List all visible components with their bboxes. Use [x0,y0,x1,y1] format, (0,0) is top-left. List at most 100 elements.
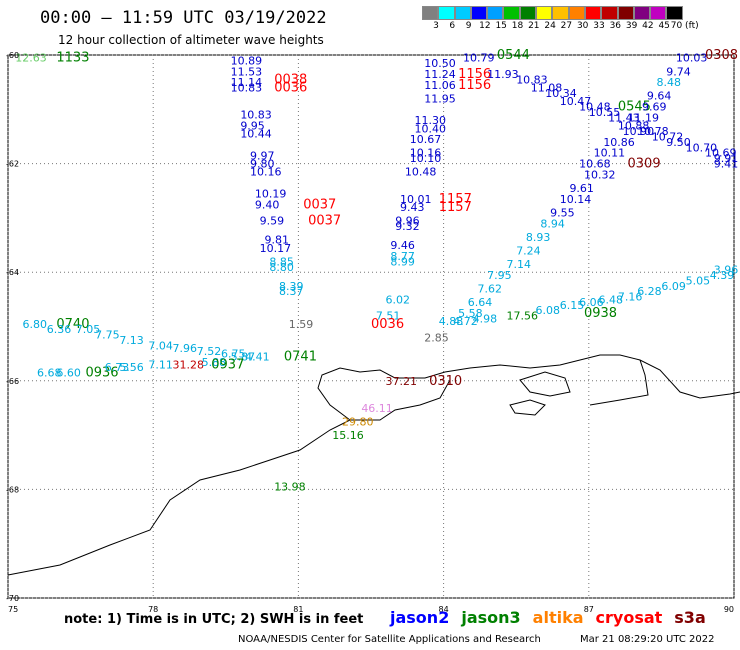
wave-height-label: 10.01 [400,193,432,206]
wave-height-label: 6.06 [579,296,604,309]
ice-island-small [509,399,546,416]
wave-height-label: 3.96 [714,263,739,276]
satellite-legend: jason2 jason3 altika cryosat s3a [390,608,718,627]
wave-height-label: 6.60 [56,367,81,380]
wave-height-label: 10.72 [652,130,684,143]
wave-height-label: 10.89 [231,54,263,67]
wave-height-label: 9.64 [647,90,672,103]
wave-height-label: 10.86 [603,136,635,149]
legend-entry: cryosat [595,608,663,627]
pass-time-label: 0741 [284,349,317,364]
pass-time-label: 0938 [584,306,617,321]
pass-time-label: 0937 [211,358,244,373]
color-scale-labels: 3 6 9 12 15 18 21 24 27 30 33 36 39 42 45 70 (ft) [422,21,740,33]
wave-height-label: 7.75 [95,329,120,342]
wave-height-label: 10.34 [545,87,577,100]
wave-height-label: 37.21 [386,375,418,388]
wave-height-label: 7.16 [618,291,643,304]
scale-label: 27 [560,21,573,31]
wave-height-label: 10.90 [623,125,655,138]
wave-height-label: 7.96 [173,342,198,355]
generation-timestamp: Mar 21 08:29:20 UTC 2022 [580,634,715,645]
lat-tick-label: -66 [6,377,19,386]
map-frame [7,54,735,599]
wave-height-label: 12.63 [15,52,47,65]
lat-tick-label: -70 [6,594,19,603]
wave-height-label: 6.08 [536,304,561,317]
scale-label: 3 [433,21,439,31]
wave-height-label: 9.32 [395,220,420,233]
wave-height-label: 8.99 [390,255,415,268]
wave-height-label: 46.11 [361,402,393,415]
wave-height-label: 6.09 [661,280,686,293]
wave-height-label: 6.73 [105,361,130,374]
scale-swatch [438,6,455,20]
scale-label: 9 [465,21,472,31]
wave-height-label: 9.91 [714,152,739,165]
wave-height-label: 6.75 [221,348,246,361]
wave-height-label: 11.95 [424,92,456,105]
axis-labels: 75 78 81 84 87 90 -60 -62 -64 -66 -68 -70 [6,51,734,614]
wave-height-label: 10.83 [240,109,272,122]
pass-time-label: 0545 [618,100,651,115]
pass-time-label: 1156 [458,78,491,93]
wave-height-label: 10.14 [560,193,592,206]
wave-height-label: 7.04 [148,340,173,353]
wave-height-label: 6.36 [47,323,72,336]
wave-height-label: 17.56 [507,310,539,323]
scale-swatch [617,6,634,20]
scale-label: 39 [625,21,638,31]
wave-height-label: 4.98 [473,312,498,325]
wave-height-label: 8.37 [279,285,304,298]
wave-height-label: 10.78 [637,125,669,138]
scale-swatch [584,6,602,20]
wave-height-label: 10.10 [410,152,442,165]
wave-height-label: 10.11 [594,147,626,160]
scale-swatch [487,6,504,20]
ice-shelf-island [519,371,571,397]
lat-tick-label: -62 [6,160,19,169]
wave-height-label: 5.87 [231,350,256,363]
scale-label: 24 [544,21,556,31]
wave-height-label: 11.53 [231,65,263,78]
wave-height-label: 10.83 [231,82,263,95]
wave-height-label: 8.94 [540,217,565,230]
wave-height-label: 9.46 [390,239,415,252]
lon-tick-label: 87 [584,605,594,614]
wave-height-label: 10.16 [410,147,442,160]
pass-time-label: 0936 [85,366,118,381]
wave-height-label: 10.69 [705,147,737,160]
scale-label: 30 [576,21,589,31]
pass-time-label: 1157 [439,200,472,215]
wave-height-label: 7.14 [507,258,532,271]
wave-height-label: 5.58 [458,307,483,320]
wave-height-label: 11.93 [487,68,519,81]
wave-height-label: 10.17 [260,242,292,255]
scale-swatch [601,6,618,20]
wave-height-label: 1.59 [289,318,314,331]
wave-height-label: 7.95 [487,269,512,282]
wave-height-label: 10.19 [255,187,287,200]
wave-height-label: 6.68 [37,367,62,380]
wave-height-label: 7.13 [119,334,144,347]
wave-height-label: 7.05 [76,323,101,336]
scale-swatch [666,6,683,20]
wave-height-label: 11.24 [424,68,456,81]
wave-height-label: 9.55 [550,206,575,219]
wave-height-label: 13.98 [274,481,306,494]
wave-height-label: 11.19 [628,111,660,124]
wave-height-label: 10.48 [405,166,437,179]
wave-height-label: 10.55 [589,106,621,119]
wave-height-label: 8.39 [279,280,304,293]
wave-height-label: 9.41 [714,158,739,171]
wave-height-label: 8.85 [269,255,294,268]
wave-height-label: 9.81 [265,234,290,247]
scale-swatch [503,6,520,20]
wave-height-label: 10.48 [579,101,611,114]
wave-height-label: 10.70 [686,141,718,154]
wave-height-label: 6.48 [598,293,623,306]
color-scale [422,5,683,24]
wave-height-label: 10.79 [463,52,495,65]
scale-label: 15 [495,21,507,31]
